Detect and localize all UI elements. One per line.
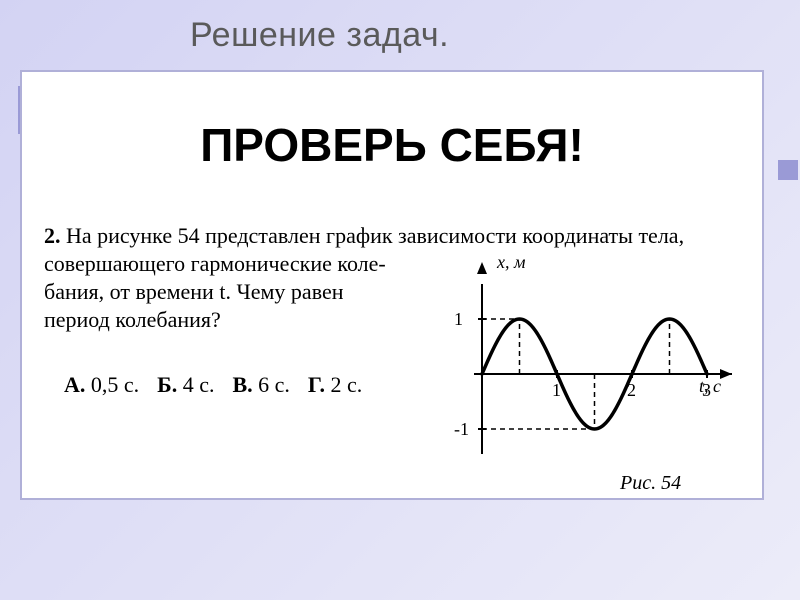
chart: x, мt, с1231-1 [427,254,747,464]
answer-letter: В. [232,372,252,397]
answer-option: Г. 2 с. [308,372,362,397]
answer-letter: Г. [308,372,325,397]
answer-letter: Б. [157,372,177,397]
answer-option: Б. 4 с. [157,372,214,397]
answer-text: 2 с. [325,372,362,397]
decor-square [778,160,798,180]
svg-text:-1: -1 [454,419,469,439]
question-number: 2. [44,223,61,248]
answer-option: А. 0,5 с. [64,372,139,397]
answer-text: 4 с. [177,372,214,397]
chart-svg: x, мt, с1231-1 [427,254,747,464]
headline: ПРОВЕРЬ СЕБЯ! [22,118,762,172]
chart-caption: Рис. 54 [620,472,681,495]
answer-text: 0,5 с. [85,372,139,397]
answer-letter: А. [64,372,85,397]
answers-row: А. 0,5 с. Б. 4 с. В. 6 с. Г. 2 с. [64,372,380,398]
answer-option: В. 6 с. [232,372,289,397]
slide: Решение задач. ПРОВЕРЬ СЕБЯ! 2. На рисун… [0,0,800,600]
svg-text:1: 1 [454,309,463,329]
answer-text: 6 с. [253,372,290,397]
svg-text:3: 3 [702,380,711,400]
content-card: ПРОВЕРЬ СЕБЯ! 2. На рисунке 54 представл… [20,70,764,500]
slide-title: Решение задач. [190,16,449,55]
svg-text:x, м: x, м [496,254,526,272]
